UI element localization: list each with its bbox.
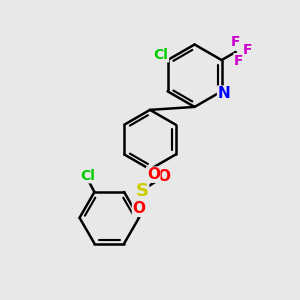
Text: S: S [136, 182, 148, 200]
Text: O: O [133, 201, 146, 216]
Text: Cl: Cl [154, 48, 169, 62]
Text: F: F [242, 44, 252, 57]
Text: F: F [231, 35, 241, 50]
Text: O: O [157, 169, 170, 184]
Text: N: N [218, 86, 230, 101]
Text: F: F [234, 54, 244, 68]
Text: O: O [147, 167, 160, 182]
Text: Cl: Cl [80, 169, 95, 183]
